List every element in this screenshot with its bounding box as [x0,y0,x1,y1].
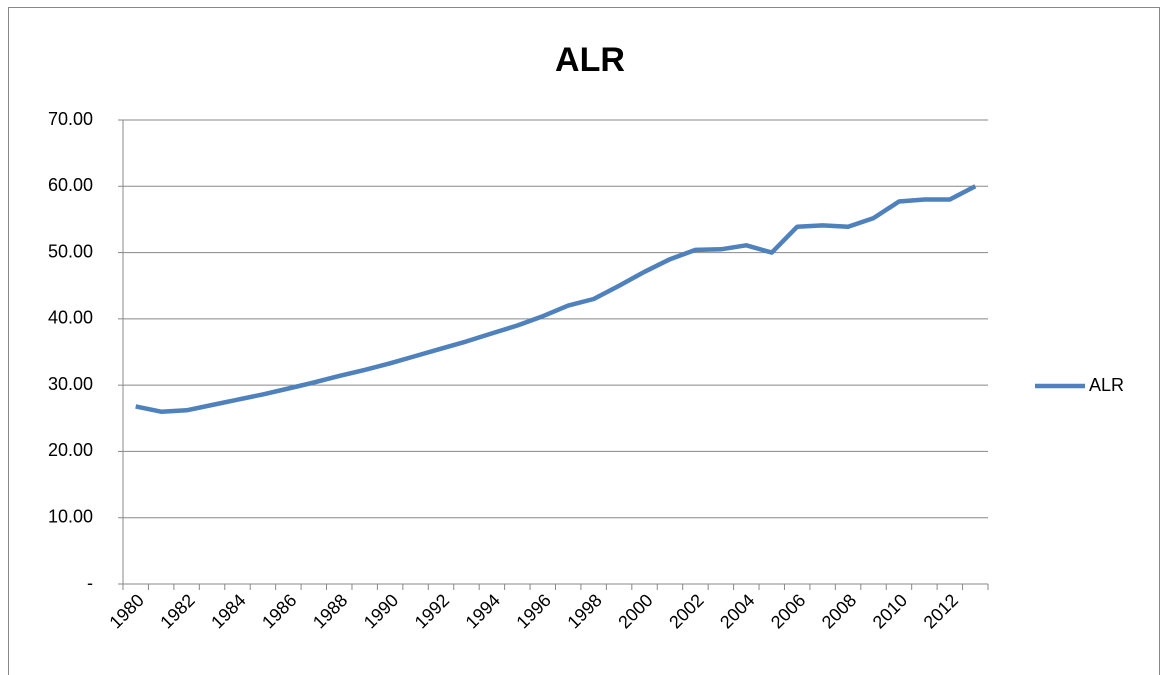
y-tick-label: 10.00 [48,506,93,526]
y-tick-label: - [87,573,93,593]
y-tick-label: 40.00 [48,308,93,328]
y-tick-label: 70.00 [48,109,93,129]
legend-label: ALR [1089,375,1124,395]
chart-title: ALR [555,41,625,79]
y-tick-label: 20.00 [48,440,93,460]
y-tick-label: 50.00 [48,241,93,261]
series-line [135,184,977,414]
y-tick-label: 30.00 [48,374,93,394]
chart-border [8,7,1160,675]
y-tick-label: 60.00 [48,175,93,195]
